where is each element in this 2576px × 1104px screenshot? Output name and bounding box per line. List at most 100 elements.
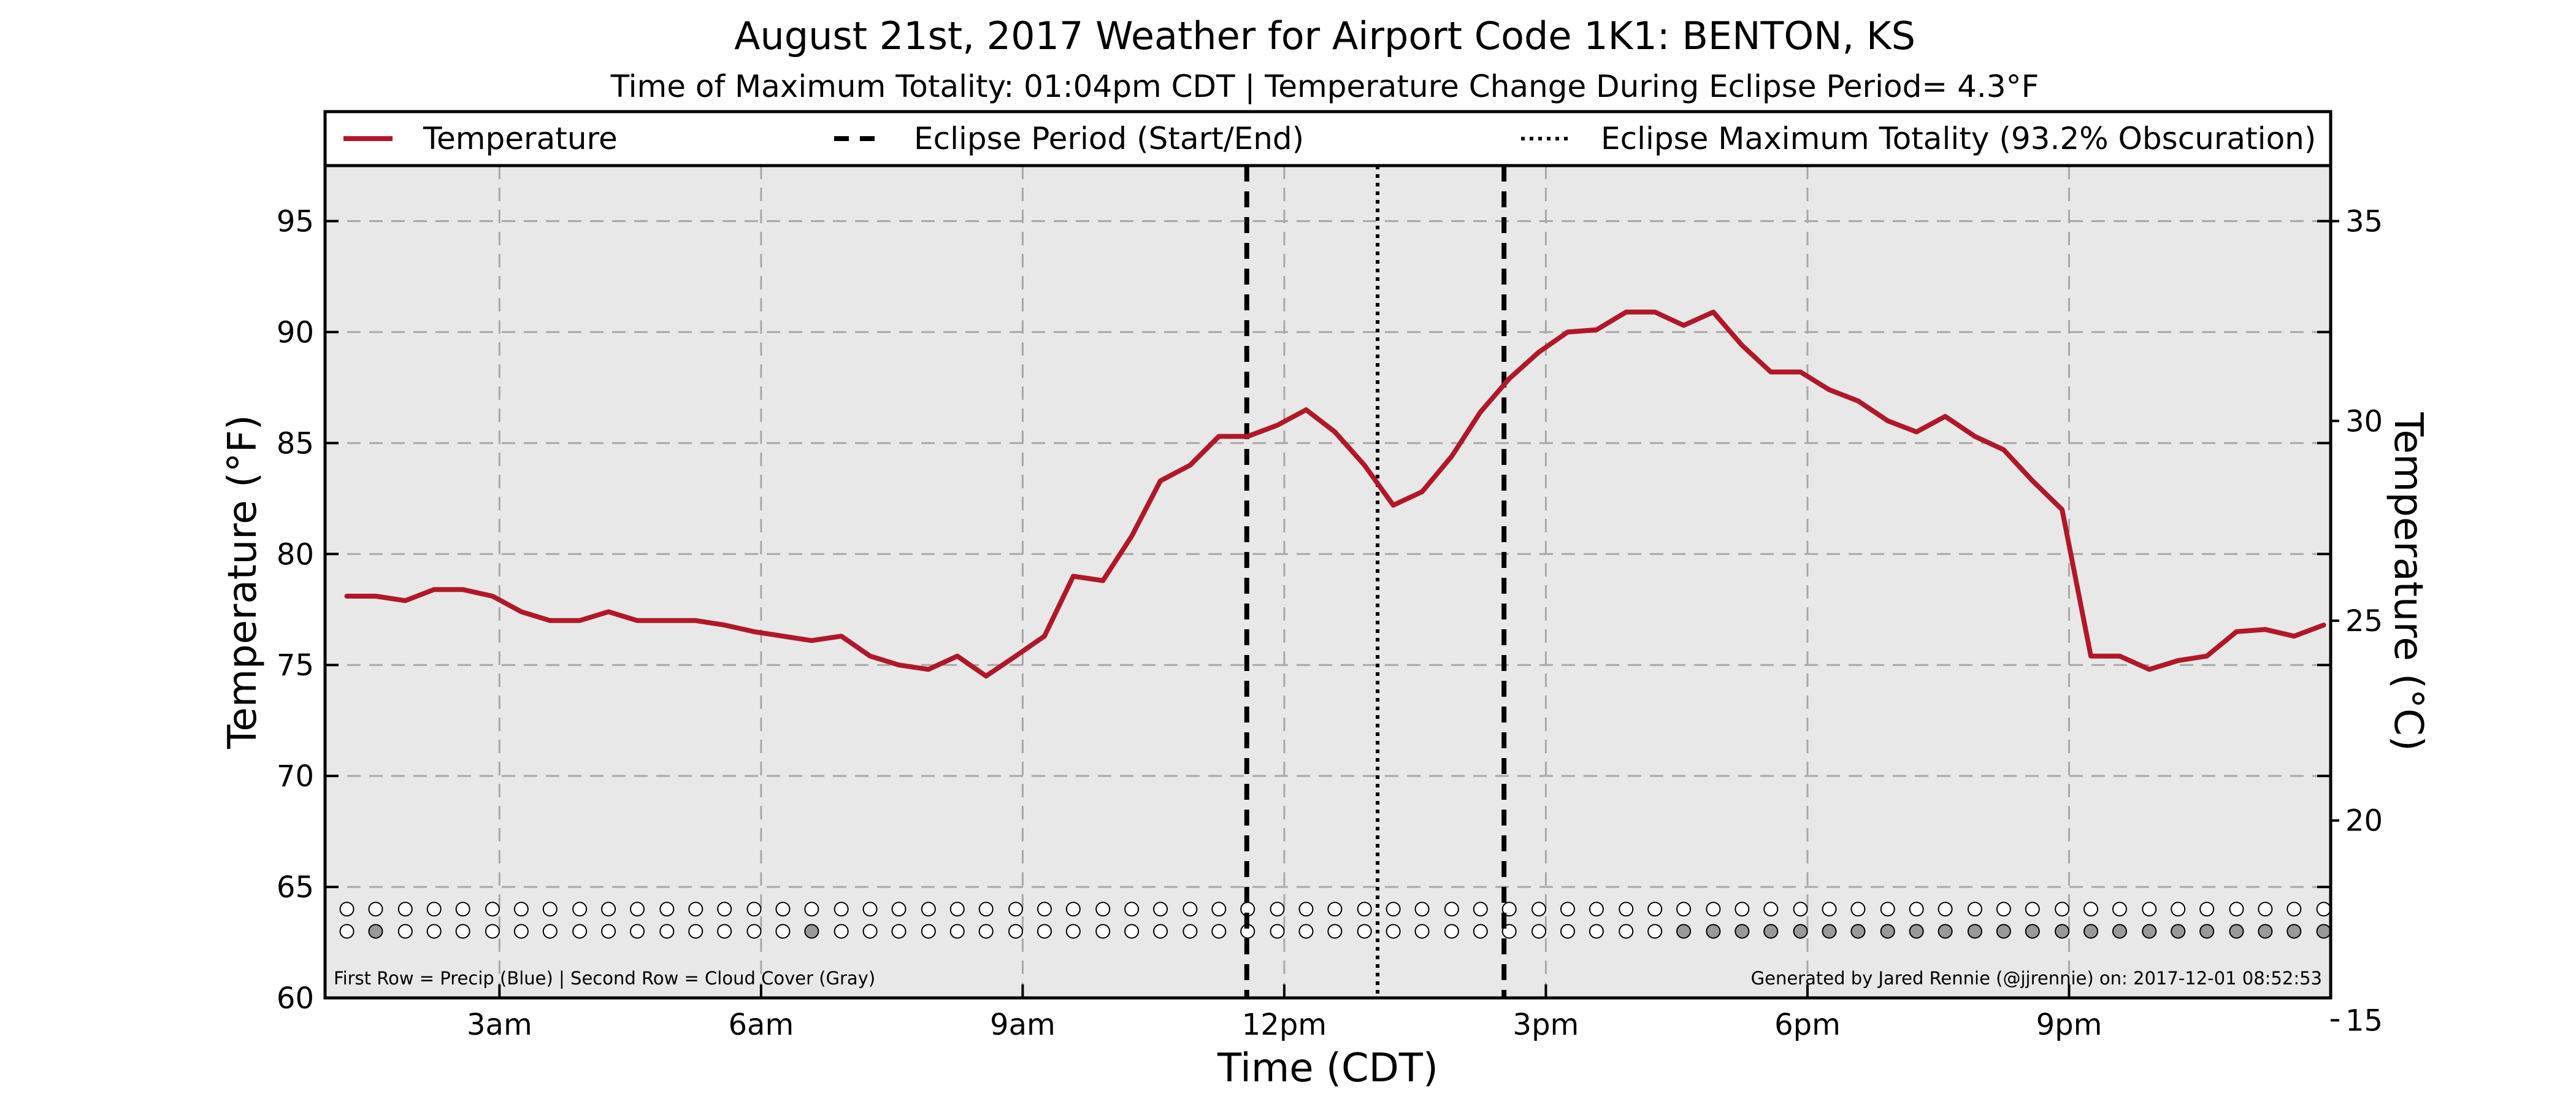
cloud-cover-marker (1793, 924, 1808, 939)
y2-tick-label: 20 (2345, 804, 2383, 838)
cloud-cover-marker (1183, 924, 1198, 939)
cloud-cover-marker (1619, 924, 1634, 939)
cloud-cover-marker (1124, 924, 1140, 939)
cloud-cover-marker (949, 924, 965, 939)
cloud-cover-marker (804, 924, 819, 939)
precip-marker (1560, 902, 1575, 917)
precip-marker (368, 902, 383, 917)
precip-marker (2055, 902, 2070, 917)
precip-marker (1793, 902, 1808, 917)
precip-marker (688, 902, 703, 917)
cloud-cover-marker (513, 924, 529, 939)
precip-marker (1298, 902, 1314, 917)
cloud-cover-marker (921, 924, 936, 939)
precip-marker (1386, 902, 1401, 917)
x-axis-label: Time (CDT) (1217, 1046, 1438, 1091)
precip-marker (921, 902, 936, 917)
cloud-cover-marker (1211, 924, 1227, 939)
precip-marker (1822, 902, 1837, 917)
cloud-cover-marker (1531, 924, 1547, 939)
precip-marker (1473, 902, 1488, 917)
precip-marker (1938, 902, 1953, 917)
precip-marker (804, 902, 819, 917)
cloud-cover-marker (1444, 924, 1459, 939)
y2-tick-label: 15 (2345, 1003, 2383, 1038)
cloud-cover-marker (1850, 924, 1866, 939)
precip-marker (339, 902, 355, 917)
precip-marker (1501, 902, 1517, 917)
cloud-cover-marker (2316, 924, 2331, 939)
cloud-cover-marker (1647, 924, 1663, 939)
cloud-cover-marker (1560, 924, 1575, 939)
cloud-cover-marker (1298, 924, 1314, 939)
cloud-cover-marker (1880, 924, 1895, 939)
y-tick-label: 85 (277, 426, 314, 461)
precip-marker (1967, 902, 1982, 917)
precip-marker (1124, 902, 1140, 917)
cloud-cover-marker (891, 924, 907, 939)
cloud-cover-marker (2258, 924, 2273, 939)
cloud-cover-marker (368, 924, 383, 939)
cloud-cover-marker (1008, 924, 1024, 939)
precip-marker (1647, 902, 1663, 917)
footnote-row-legend: First Row = Precip (Blue) | Second Row =… (334, 968, 875, 989)
precip-marker (572, 902, 588, 917)
x-tick-label: 6am (729, 1008, 794, 1042)
precip-marker (1153, 902, 1168, 917)
cloud-cover-marker (688, 924, 703, 939)
precip-marker (1037, 902, 1052, 917)
cloud-cover-marker (542, 924, 558, 939)
precip-marker (891, 902, 907, 917)
precip-marker (2199, 902, 2215, 917)
cloud-cover-marker (572, 924, 588, 939)
precip-marker (2142, 902, 2157, 917)
precip-marker (1414, 902, 1430, 917)
y-tick-label: 90 (277, 315, 314, 350)
precip-marker (2083, 902, 2099, 917)
precip-marker (397, 902, 413, 917)
x-tick-label: 12pm (1242, 1008, 1327, 1042)
precip-marker (426, 902, 442, 917)
precip-marker (2258, 902, 2273, 917)
legend-max-totality-label: Eclipse Maximum Totality (93.2% Obscurat… (1601, 121, 2316, 156)
chart-title: August 21st, 2017 Weather for Airport Co… (734, 13, 1915, 58)
precip-marker (1065, 902, 1081, 917)
precip-marker (2316, 902, 2331, 917)
cloud-cover-marker (1822, 924, 1837, 939)
precip-marker (485, 902, 500, 917)
y2-tick-label: 30 (2345, 404, 2383, 439)
plot-background (325, 166, 2331, 998)
y-tick-label: 60 (277, 981, 314, 1016)
cloud-cover-marker (1909, 924, 1924, 939)
cloud-cover-marker (834, 924, 849, 939)
cloud-cover-marker (1706, 924, 1721, 939)
y-tick-label: 65 (277, 870, 314, 905)
y-axis-label: Temperature (°F) (220, 415, 266, 749)
chart-subtitle: Time of Maximum Totality: 01:04pm CDT | … (610, 69, 2039, 104)
cloud-cover-marker (1327, 924, 1343, 939)
precip-marker (1211, 902, 1227, 917)
cloud-cover-marker (339, 924, 355, 939)
cloud-cover-marker (455, 924, 470, 939)
precip-marker (862, 902, 878, 917)
x-tick-label: 3am (467, 1008, 532, 1042)
precip-marker (1880, 902, 1895, 917)
cloud-cover-marker (2025, 924, 2040, 939)
precip-marker (1676, 902, 1692, 917)
cloud-cover-marker (1357, 924, 1372, 939)
precip-marker (629, 902, 645, 917)
y-tick-label: 95 (277, 204, 314, 239)
cloud-cover-marker (426, 924, 442, 939)
cloud-cover-marker (1095, 924, 1111, 939)
precip-marker (1589, 902, 1604, 917)
y2-tick-label: 25 (2345, 604, 2383, 638)
cloud-cover-marker (1037, 924, 1052, 939)
precip-marker (1270, 902, 1285, 917)
precip-marker (1008, 902, 1024, 917)
precip-marker (775, 902, 791, 917)
cloud-cover-marker (2142, 924, 2157, 939)
cloud-cover-marker (717, 924, 732, 939)
cloud-cover-marker (1996, 924, 2011, 939)
cloud-cover-marker (485, 924, 500, 939)
